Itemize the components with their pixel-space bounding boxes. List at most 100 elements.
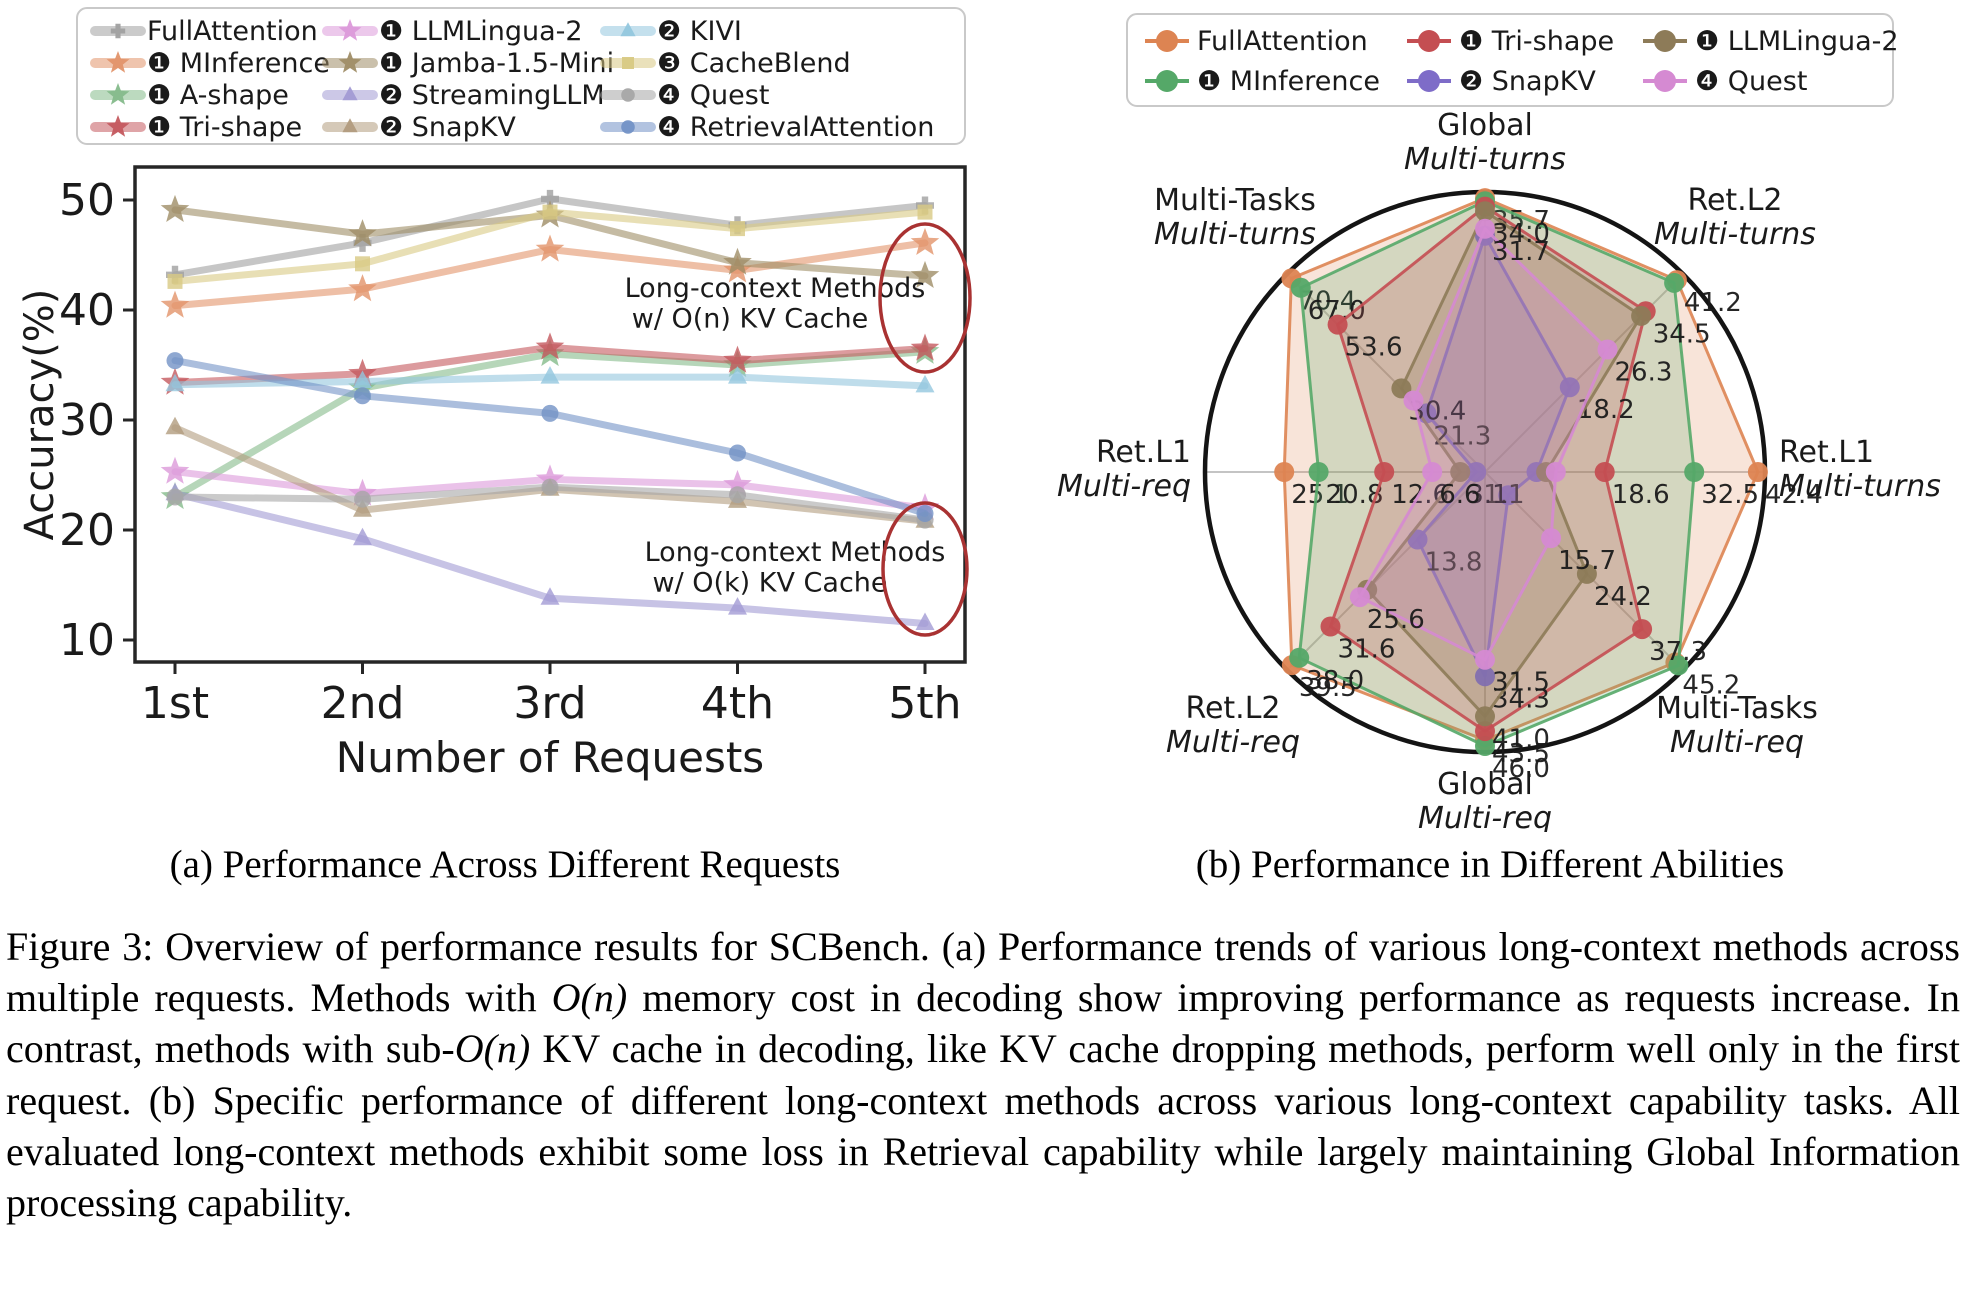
radar-value-label: 41.0 [1492, 724, 1550, 754]
circle-marker [1156, 30, 1178, 52]
circle-marker [354, 387, 371, 405]
tri-marker [728, 597, 747, 615]
radar-point [1668, 655, 1689, 676]
radar-point [1597, 339, 1618, 360]
radar-value-label: 25.1 [1291, 480, 1349, 510]
radar-point [1475, 649, 1495, 670]
axis-mode: Multi-turns [1654, 217, 1816, 252]
radar-point [1289, 647, 1310, 668]
circle-marker [916, 505, 934, 522]
radar-value-label: 24.2 [1594, 582, 1652, 612]
circle-marker [729, 444, 746, 462]
ellipse-on-cluster [878, 222, 972, 374]
tri-marker [342, 86, 358, 101]
legend-item-Tri-shape: ❶ Tri-shape [1407, 26, 1614, 57]
radar-value-label: 43.5 [1492, 739, 1550, 769]
radar-value-label: 37.3 [1649, 637, 1707, 667]
figure-a-subcaption: (a) Performance Across Different Request… [169, 843, 841, 886]
radar-value-label: 25.6 [1367, 605, 1425, 635]
radar-point [1422, 462, 1443, 482]
legend-label: ❷ KIVI [657, 16, 742, 47]
star-marker [535, 234, 565, 262]
legend-label: ❶ Tri-shape [1459, 26, 1614, 57]
tri-marker [915, 612, 935, 630]
radar-value-label: 18.6 [1612, 480, 1670, 510]
legend-item-FullAttention: FullAttention [1145, 26, 1368, 57]
circle-marker [1418, 30, 1440, 52]
star-marker [910, 260, 940, 288]
star-marker [348, 274, 377, 302]
legend-item-KIVI: ❷ KIVI [600, 16, 742, 47]
radar-point [1374, 462, 1395, 482]
axis-mode: Multi-req [1418, 801, 1552, 832]
radar-value-label: 26.3 [1615, 357, 1673, 387]
line-chart-axes: 10 20 30 40 50 1st 2nd 3rd 4th 5th Number of Reque… [17, 165, 967, 782]
axis-name: Ret.L1 [1096, 435, 1191, 470]
figure-a-panel: FullAttention ❶ MInference ❶ A-shape ❶ Tri-… [0, 2, 1010, 887]
radar-spoke [1286, 273, 1486, 473]
y-axis-label: Accuracy(%) [17, 289, 63, 541]
radar-value-label: 13.8 [1425, 547, 1483, 577]
star-marker [535, 464, 565, 492]
radar-value-label: 45.2 [1682, 670, 1740, 700]
legend-label: ❹ Quest [657, 80, 769, 111]
radar-point [1747, 462, 1768, 482]
legend-item-MInference: ❶ MInference [1145, 66, 1380, 97]
star-marker [106, 115, 130, 137]
figure-b-subcaption: (b) Performance in Different Abilities [1195, 843, 1785, 886]
star-marker [910, 333, 940, 361]
legend-label: ❶ LLMLingua-2 [1695, 26, 1899, 57]
radar-point [1466, 462, 1487, 482]
axis-name: Multi-Tasks [1154, 183, 1316, 218]
axis-mode: Multi-turns [1154, 217, 1316, 252]
star-marker [160, 456, 190, 484]
radar-value-label: 46.0 [1492, 754, 1550, 784]
caption-text-segment: Figure 3: Overview of performance result… [6, 924, 1960, 1021]
axis-mode: Multi-turns [1404, 142, 1566, 177]
x-tick-label: 4th [701, 678, 774, 729]
legend-label: ❶ A-shape [147, 80, 289, 111]
radar-value-label: 31.5 [1492, 668, 1550, 698]
star-marker [535, 332, 565, 360]
legend-item-SnapKV: ❷ SnapKV [1407, 66, 1596, 97]
axis-name: Ret.L2 [1687, 183, 1782, 218]
caption-text-segment: KV cache in decoding, like KV cache drop… [6, 1026, 1960, 1225]
legend-label: ❷ SnapKV [1459, 66, 1596, 97]
tri-marker [728, 366, 747, 384]
legend-label: ❸ CacheBlend [657, 48, 851, 79]
radar-point [1559, 377, 1580, 398]
circle-marker [1156, 70, 1178, 92]
tri-marker [353, 499, 372, 517]
figure-caption: Figure 3: Overview of performance result… [6, 921, 1960, 1228]
radar-point [1349, 587, 1370, 608]
legend-box [1126, 13, 1894, 107]
series-CacheBlend [167, 204, 933, 289]
figure-b-panel: FullAttention ❶ MInference ❶ Tri-shape ❷ Sn… [1010, 2, 1970, 887]
x-tick-label: 3rd [513, 678, 586, 729]
x-tick-label: 5th [888, 678, 961, 729]
legend-item-Jamba-1.5-Mini: ❶ Jamba-1.5-Mini [322, 48, 614, 79]
x-axis-label: Number of Requests [336, 733, 764, 782]
caption-text-segment: memory cost in decoding show improving p… [6, 975, 1960, 1072]
radar-axis-labels: GlobalMulti-turnsRet.L2Multi-turnsRet.L1… [1057, 108, 1941, 832]
circle-marker [354, 490, 371, 508]
radar-value-label: 31.6 [1338, 634, 1396, 664]
legend-item-StreamingLLM: ❷ StreamingLLM [322, 80, 605, 111]
radar-value-label: 53.6 [1345, 333, 1403, 363]
circle-marker [1654, 30, 1676, 52]
radar-value-label: 39.5 [1299, 673, 1357, 703]
radar-point [1684, 462, 1705, 482]
radar-value-label: 41.2 [1684, 288, 1742, 318]
plus-marker [110, 23, 126, 39]
radar-point [1475, 201, 1495, 222]
circle-marker [729, 486, 746, 504]
radar-point [1320, 616, 1341, 637]
legend-label: ❶ Tri-shape [147, 112, 302, 143]
plus-marker [541, 189, 559, 208]
caption-math-segment: O(n) [551, 975, 628, 1021]
legend-box [76, 7, 966, 145]
axis-mode: Multi-turns [1779, 469, 1941, 504]
star-marker [338, 51, 362, 73]
